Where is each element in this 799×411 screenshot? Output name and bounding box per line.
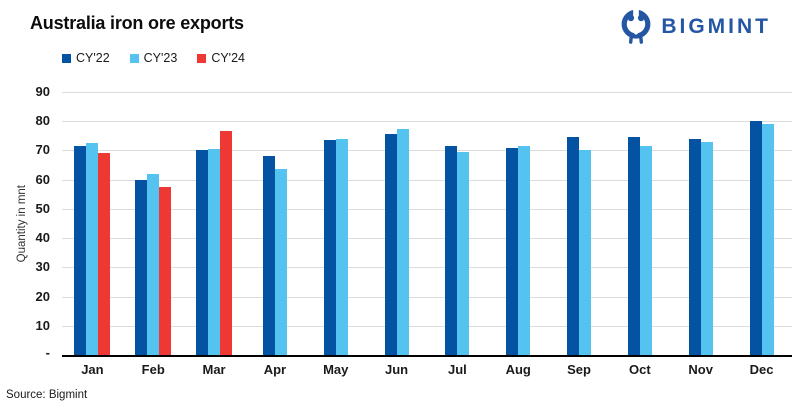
bar-feb-cy24 bbox=[159, 186, 172, 355]
x-label-mar: Mar bbox=[202, 362, 226, 377]
legend-label-cy24: CY'24 bbox=[211, 51, 245, 65]
gridline-80 bbox=[62, 121, 792, 123]
bar-jul-cy23 bbox=[457, 151, 470, 355]
gridline-90 bbox=[62, 92, 792, 93]
y-tick-80: 80 bbox=[35, 113, 50, 129]
bar-jan-cy22 bbox=[74, 146, 87, 355]
chart-legend: CY'22 CY'23 CY'24 bbox=[62, 51, 245, 65]
bar-apr-cy23 bbox=[274, 169, 287, 355]
bar-group-may bbox=[305, 92, 366, 355]
x-axis-labels: Jan Feb Mar Apr May Jun Jul Aug Sep Oct Nov Dec bbox=[62, 362, 792, 377]
bar-apr-cy22 bbox=[262, 156, 275, 355]
bar-group-oct bbox=[609, 92, 670, 355]
legend-item-cy24: CY'24 bbox=[197, 51, 245, 65]
gridline-20 bbox=[62, 296, 792, 298]
bar-sep-cy22 bbox=[567, 137, 580, 355]
x-label-apr: Apr bbox=[263, 362, 287, 377]
x-label-dec: Dec bbox=[749, 362, 774, 377]
bar-jun-cy23 bbox=[396, 128, 409, 355]
bar-group-apr bbox=[244, 92, 305, 355]
legend-swatch-cy24 bbox=[197, 53, 207, 63]
chart-title: Australia iron ore exports bbox=[30, 13, 244, 33]
gridline-70 bbox=[62, 150, 792, 152]
y-tick-70: 70 bbox=[35, 142, 50, 158]
bar-groups bbox=[62, 92, 792, 355]
bar-jan-cy24 bbox=[98, 153, 111, 355]
gridline-60 bbox=[62, 179, 792, 181]
source-note: Source: Bigmint bbox=[6, 389, 88, 401]
x-label-aug: Aug bbox=[505, 362, 531, 377]
gridline-50 bbox=[62, 208, 792, 210]
bar-group-jan bbox=[62, 92, 123, 355]
bar-oct-cy23 bbox=[639, 146, 652, 355]
bar-may-cy23 bbox=[335, 138, 348, 355]
gridline-10 bbox=[62, 325, 792, 327]
y-tick-0: - bbox=[45, 345, 50, 360]
plot-area bbox=[62, 92, 792, 357]
bar-aug-cy22 bbox=[506, 147, 519, 355]
bar-sep-cy23 bbox=[579, 150, 592, 355]
legend-label-cy22: CY'22 bbox=[76, 51, 110, 65]
bigmint-logo: BIGMINT bbox=[619, 8, 771, 46]
bigmint-logo-icon bbox=[619, 8, 653, 46]
bar-mar-cy24 bbox=[220, 131, 233, 355]
bar-group-nov bbox=[670, 92, 731, 355]
bar-feb-cy23 bbox=[147, 173, 160, 355]
x-label-oct: Oct bbox=[629, 362, 651, 377]
y-tick-50: 50 bbox=[35, 200, 50, 216]
x-label-feb: Feb bbox=[141, 362, 165, 377]
bar-mar-cy22 bbox=[196, 150, 209, 355]
y-axis-ticks: 90 80 70 60 50 40 30 20 10 - bbox=[0, 84, 50, 360]
bar-group-mar bbox=[184, 92, 245, 355]
legend-item-cy23: CY'23 bbox=[129, 51, 178, 65]
bar-dec-cy23 bbox=[761, 124, 774, 355]
legend-label-cy23: CY'23 bbox=[143, 51, 178, 65]
legend-item-cy22: CY'22 bbox=[62, 51, 110, 65]
gridline-40 bbox=[62, 238, 792, 240]
bar-dec-cy22 bbox=[749, 121, 762, 355]
y-tick-40: 40 bbox=[35, 230, 50, 246]
y-tick-30: 30 bbox=[35, 259, 50, 275]
y-tick-20: 20 bbox=[35, 288, 50, 304]
bar-feb-cy22 bbox=[135, 179, 148, 355]
bar-jul-cy22 bbox=[445, 146, 458, 355]
bar-nov-cy22 bbox=[688, 138, 701, 355]
gridline-30 bbox=[62, 267, 792, 269]
x-label-jan: Jan bbox=[81, 362, 104, 377]
bar-group-feb bbox=[123, 92, 184, 355]
y-tick-10: 10 bbox=[35, 317, 50, 333]
x-label-nov: Nov bbox=[688, 362, 713, 377]
x-label-jun: Jun bbox=[384, 362, 409, 377]
y-tick-90: 90 bbox=[35, 84, 50, 99]
bigmint-logo-text: BIGMINT bbox=[661, 15, 771, 38]
legend-swatch-cy22 bbox=[62, 53, 71, 63]
bar-may-cy22 bbox=[323, 140, 336, 355]
bar-group-sep bbox=[549, 92, 610, 355]
bar-mar-cy23 bbox=[208, 148, 221, 355]
bar-group-jul bbox=[427, 92, 488, 355]
x-label-jul: Jul bbox=[447, 362, 467, 377]
x-label-sep: Sep bbox=[567, 362, 591, 377]
legend-swatch-cy23 bbox=[129, 53, 139, 63]
bar-group-dec bbox=[731, 92, 792, 355]
bar-jun-cy22 bbox=[384, 134, 397, 355]
bar-oct-cy22 bbox=[627, 137, 640, 355]
bar-jan-cy23 bbox=[86, 143, 99, 355]
bar-nov-cy23 bbox=[700, 141, 713, 355]
bar-group-jun bbox=[366, 92, 427, 355]
x-label-may: May bbox=[323, 362, 349, 377]
bar-group-aug bbox=[488, 92, 549, 355]
bar-aug-cy23 bbox=[518, 146, 531, 355]
y-tick-60: 60 bbox=[35, 171, 50, 187]
